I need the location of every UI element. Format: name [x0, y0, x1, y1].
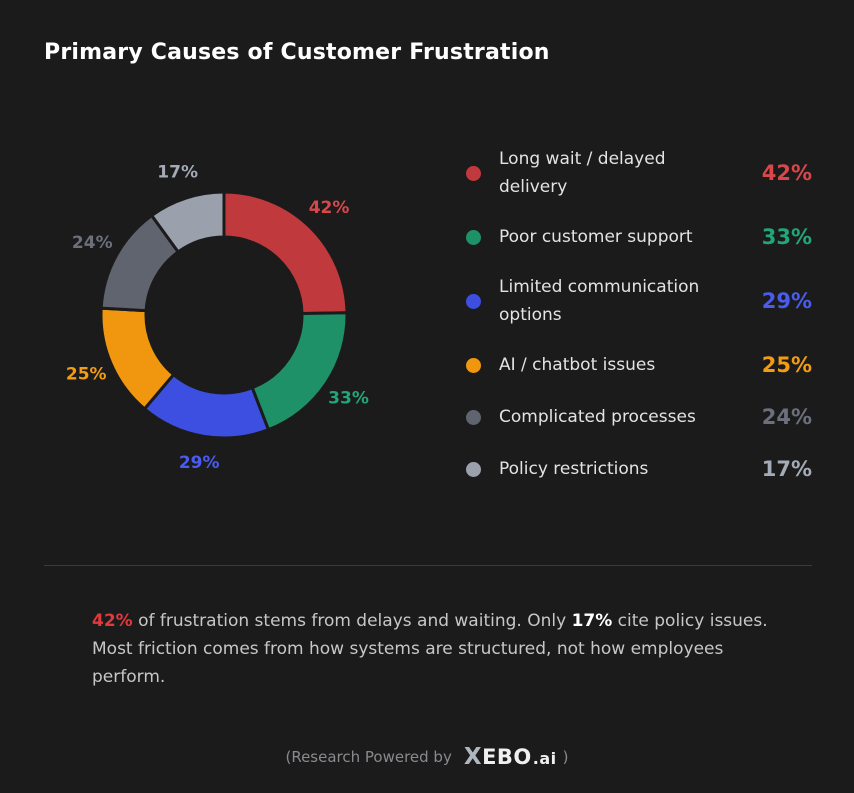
legend-label: Long wait / delayed delivery: [499, 149, 666, 197]
legend-value: 24%: [761, 405, 812, 429]
legend-item: Long wait / delayed delivery 42%: [466, 145, 812, 201]
legend-color-dot: [466, 229, 481, 245]
legend-value: 25%: [761, 353, 812, 377]
page-title: Primary Causes of Customer Frustration: [44, 40, 550, 65]
brand-logo: X EBO .ai: [464, 744, 557, 770]
donut-slice-label-2: 33%: [328, 389, 369, 409]
legend-color-dot: [466, 293, 481, 309]
legend-label: Poor customer support: [499, 227, 693, 247]
donut-slice-label-5: 24%: [72, 233, 113, 253]
brand-logo-suffix: .ai: [532, 749, 557, 768]
legend-item: Poor customer support 33%: [466, 223, 812, 251]
donut-slice-6: [149, 190, 226, 254]
brand-logo-name: EBO: [482, 745, 532, 769]
summary-highlight-policy: 17%: [571, 611, 613, 631]
summary-line-2: Most friction comes from how systems are…: [92, 639, 724, 687]
legend-value: 29%: [761, 289, 812, 313]
legend-value: 33%: [761, 225, 812, 249]
legend-color-dot: [466, 409, 481, 425]
donut-slice-label-3: 29%: [179, 453, 220, 473]
legend-label: Complicated processes: [499, 407, 696, 427]
donut-slice-label-6: 17%: [157, 162, 198, 182]
legend-item: Policy restrictions 17%: [466, 455, 812, 483]
legend-label: Limited communication options: [499, 277, 700, 325]
legend-label: AI / chatbot issues: [499, 355, 656, 375]
footer-prefix: (Research Powered by: [285, 748, 452, 766]
legend-color-dot: [466, 357, 481, 373]
donut-slice-label-4: 25%: [66, 364, 107, 384]
donut-slice-2: [250, 311, 349, 432]
summary-highlight-delay: 42%: [92, 611, 133, 631]
divider: [44, 565, 812, 566]
summary-line-1: 42% of frustration stems from delays and…: [92, 607, 782, 635]
brand-logo-x: X: [463, 744, 483, 770]
legend-item: Limited communication options 29%: [466, 273, 812, 329]
donut-chart: 42% 33% 29% 25% 24% 17%: [66, 162, 369, 473]
footer-suffix: ): [562, 748, 569, 766]
legend-item: AI / chatbot issues 25%: [466, 351, 812, 379]
legend-color-dot: [466, 461, 481, 477]
donut-slice-label-1: 42%: [309, 198, 350, 218]
legend-item: Complicated processes 24%: [466, 403, 812, 431]
legend-label: Policy restrictions: [499, 459, 649, 479]
summary-text-1: of frustration stems from delays and wai…: [132, 611, 572, 631]
footer: (Research Powered by X EBO .ai ): [0, 744, 854, 770]
summary-text: 42% of frustration stems from delays and…: [92, 607, 782, 691]
legend-value: 17%: [761, 457, 812, 481]
summary-text-2: cite policy issues.: [612, 611, 768, 631]
legend-value: 42%: [761, 161, 812, 185]
legend-color-dot: [466, 165, 481, 181]
